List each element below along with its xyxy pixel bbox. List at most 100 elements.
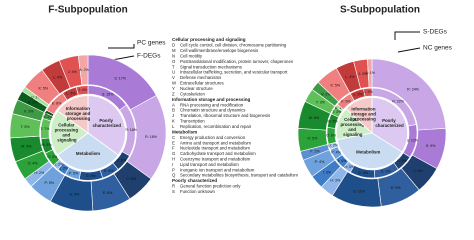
legend-code: R xyxy=(172,184,175,189)
legend-code: O xyxy=(172,59,176,64)
segment-label: M: 5% xyxy=(328,120,339,124)
segment-label: E: 9% xyxy=(381,170,391,174)
callout-line xyxy=(108,44,135,49)
legend-label: Transcription xyxy=(180,119,205,124)
legend-label: Chromatin structure and dynamics xyxy=(180,108,245,113)
callout-label: PC genes xyxy=(137,40,166,47)
segment-label: R: 18% xyxy=(125,128,138,132)
segment-label: P: 4% xyxy=(315,160,325,164)
ring-segment xyxy=(363,87,373,98)
chart-title: S-Subpopulation xyxy=(340,5,420,16)
legend-code: P xyxy=(172,167,175,172)
segment-label: Q: 2% xyxy=(328,144,339,148)
legend-code: D xyxy=(172,43,175,48)
segment-label: K: 6% xyxy=(341,99,351,103)
segment-label: K: 5% xyxy=(39,86,49,90)
legend-code: F xyxy=(172,146,175,151)
callout-line xyxy=(397,47,421,53)
group-label: Metabolism xyxy=(356,150,380,155)
legend-label: Nucleotide transport and metabolism xyxy=(180,146,250,151)
segment-label: D: 1% xyxy=(45,111,56,115)
legend-heading: Poorly characterized xyxy=(172,178,217,183)
legend-code: E xyxy=(172,140,175,145)
segment-label: S: 12% xyxy=(406,139,418,143)
legend-code: Z xyxy=(172,91,175,96)
legend-label: Inorganic ion transport and metabolism xyxy=(180,167,255,172)
segment-label: L: 5% xyxy=(354,92,364,96)
segment-label: R: 22% xyxy=(392,99,405,103)
segment-label: O: 6% xyxy=(326,134,337,138)
legend-code: J xyxy=(172,113,174,118)
callout-line xyxy=(111,55,135,61)
legend-code: K xyxy=(172,119,175,124)
segment-label: V: 2% xyxy=(321,93,331,97)
legend-code: C xyxy=(172,135,175,140)
legend-code: B xyxy=(172,108,175,113)
segment-label: I: 3% xyxy=(323,171,332,175)
ring-segment xyxy=(367,58,373,88)
legend-label: Signal transduction mechanisms xyxy=(180,64,242,69)
ring-segment xyxy=(77,54,89,86)
segment-label: J: 3% xyxy=(364,90,374,94)
legend-label: Energy production and conversion xyxy=(180,135,246,140)
segment-label: U: 1% xyxy=(31,95,42,99)
segment-label: E: 9% xyxy=(391,186,401,190)
legend-label: Amino acid transport and metabolism xyxy=(180,140,251,145)
group-label: Information storage and processing xyxy=(351,107,377,122)
legend-code: Q xyxy=(172,173,176,178)
segment-label: K: 8% xyxy=(52,101,62,105)
figure: F-Subpopulation S-Subpopulation PC genes… xyxy=(9,5,453,212)
legend-label: Defense mechanisms xyxy=(180,75,221,80)
segment-label: T: 7% xyxy=(40,127,50,131)
legend-code: H xyxy=(172,157,175,162)
segment-label: H: 3% xyxy=(330,178,341,182)
legend-label: Cell motility xyxy=(180,54,203,59)
legend-code: W xyxy=(172,81,177,86)
segment-label: V: 2% xyxy=(43,115,53,119)
segment-label: T: 5% xyxy=(21,125,31,129)
segment-label: J: 4% xyxy=(68,70,78,74)
segment-label: E: 8% xyxy=(103,191,113,195)
segment-label: H: 2% xyxy=(54,162,65,166)
callout-label: F-DEGs xyxy=(137,53,161,60)
group-wedge xyxy=(57,132,119,171)
segment-label: I: 4% xyxy=(338,159,347,163)
segment-label: L: 5% xyxy=(66,91,76,95)
segment-label: T: 3% xyxy=(316,100,326,104)
group-wedge xyxy=(50,110,89,156)
legend-label: Secondary metabolites biosynthesis, tran… xyxy=(180,173,298,178)
group-wedge xyxy=(57,95,89,134)
group-label: Cellular processing and signaling xyxy=(55,123,80,143)
segment-label: L: 4% xyxy=(345,75,355,79)
legend-label: Extracellular structures xyxy=(180,81,224,86)
legend-code: Y xyxy=(172,86,175,91)
legend-label: Intracellular trafficking, secretion, an… xyxy=(180,70,288,75)
segment-label: O: 5% xyxy=(307,137,318,141)
segment-label: K: 5% xyxy=(330,84,340,88)
segment-label: R: 18% xyxy=(145,135,158,139)
legend-code: N xyxy=(172,54,175,59)
group-wedge xyxy=(87,95,126,156)
segment-label: M: 5% xyxy=(41,143,52,147)
callout-label: NC genes xyxy=(423,45,453,52)
group-wedge xyxy=(336,132,403,169)
callouts xyxy=(108,31,421,61)
segment-label: J: 3% xyxy=(358,72,368,76)
segment-label: O: 5% xyxy=(47,155,58,159)
segment-label: G: 9% xyxy=(69,193,80,197)
legend-code: T xyxy=(172,64,175,69)
segment-label: G: 11% xyxy=(353,189,366,193)
legend-label: Function unknown xyxy=(180,189,215,194)
group-wedge xyxy=(345,97,373,134)
segment-label: C: 6% xyxy=(413,169,424,173)
legend-code: A xyxy=(172,102,175,107)
segment-label: G: 9% xyxy=(358,171,369,175)
segment-label: U: 1% xyxy=(335,106,346,110)
chart-title: F-Subpopulation xyxy=(48,5,127,16)
legend-label: Cell wall/membrane/envelope biogenesis xyxy=(180,48,258,53)
segment-label: D: 2% xyxy=(28,101,39,105)
callout-label: S-DEGs xyxy=(423,29,448,36)
legend-label: Cytoskeleton xyxy=(180,91,205,96)
segment-label: P: 5% xyxy=(69,172,79,176)
legend-label: Lipid transport and metabolism xyxy=(180,162,239,167)
